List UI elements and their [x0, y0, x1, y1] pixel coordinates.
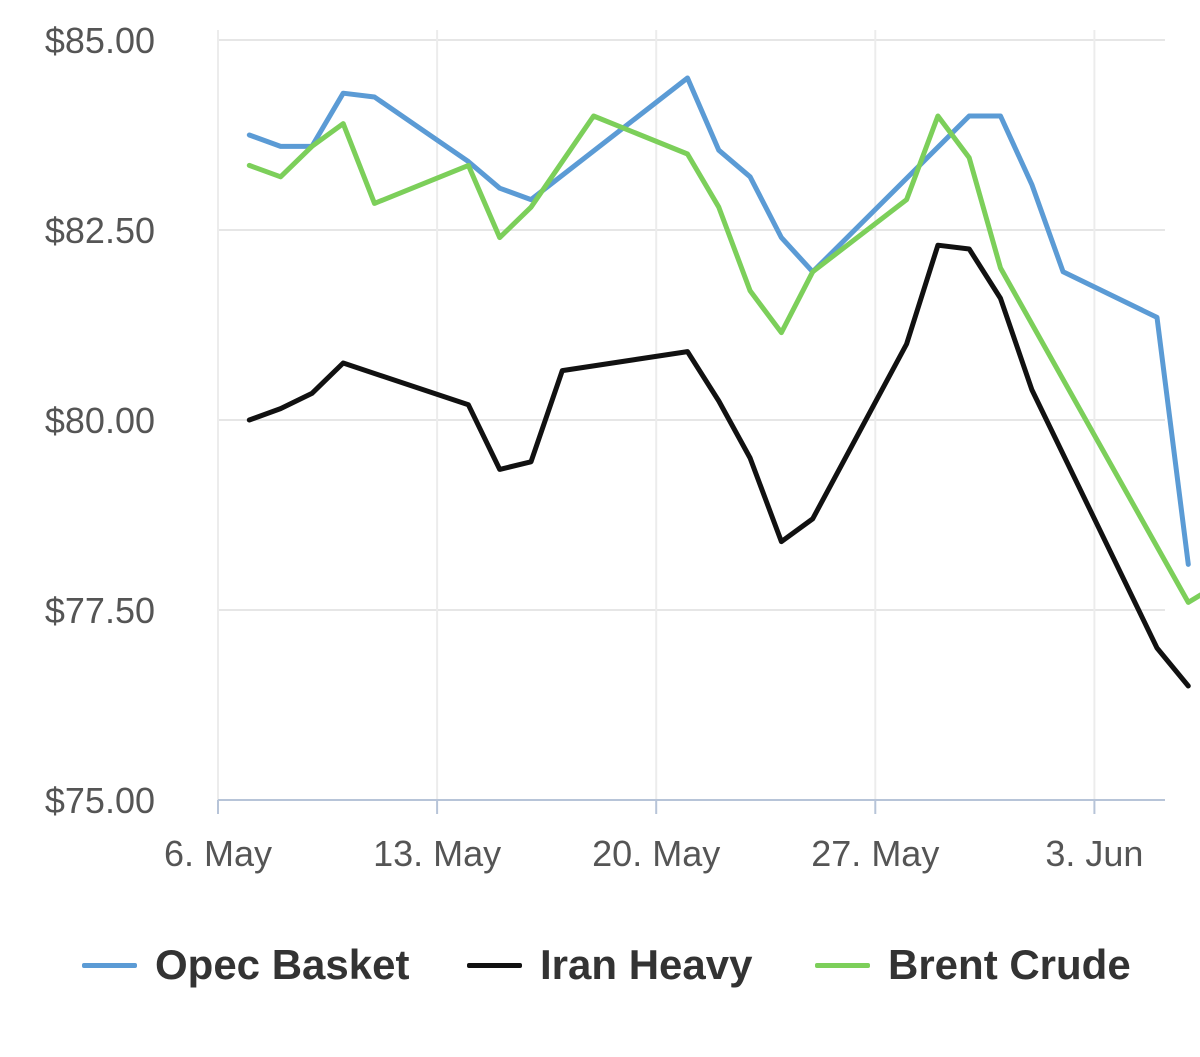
grid	[217, 30, 1165, 800]
legend-label-opec-basket: Opec Basket	[155, 941, 410, 988]
x-tick-label: 20. May	[592, 833, 720, 874]
legend-item-opec-basket[interactable]: Opec Basket	[82, 930, 409, 1000]
x-tick-label: 13. May	[373, 833, 501, 874]
tick-labels: $75.00 $77.50 $80.00 $82.50 $85.00 6. May 13. …	[45, 20, 1144, 874]
legend-swatch-brent-crude	[815, 962, 870, 968]
y-tick-label: $85.00	[45, 20, 155, 61]
legend-label-iran-heavy: Iran Heavy	[540, 941, 753, 988]
legend-swatch-iran-heavy	[467, 962, 522, 968]
legend-item-iran-heavy[interactable]: Iran Heavy	[467, 930, 752, 1000]
series-line-iran-heavy	[246, 242, 1191, 689]
axes	[217, 799, 1165, 814]
legend-label-brent-crude: Brent Crude	[888, 941, 1131, 988]
series-line-opec-basket	[246, 75, 1191, 567]
x-tick-label: 27. May	[811, 833, 939, 874]
y-tick-label: $80.00	[45, 400, 155, 441]
y-tick-label: $75.00	[45, 780, 155, 821]
legend-swatch-opec-basket	[82, 962, 137, 968]
series-lines	[246, 75, 1200, 689]
y-tick-label: $82.50	[45, 210, 155, 251]
legend: Opec Basket Iran Heavy Brent Crude	[0, 930, 1200, 1000]
legend-item-brent-crude[interactable]: Brent Crude	[815, 930, 1131, 1000]
series-line-brent-crude	[246, 113, 1200, 605]
x-tick-label: 6. May	[164, 833, 272, 874]
x-tick-label: 3. Jun	[1045, 833, 1143, 874]
y-tick-label: $77.50	[45, 590, 155, 631]
